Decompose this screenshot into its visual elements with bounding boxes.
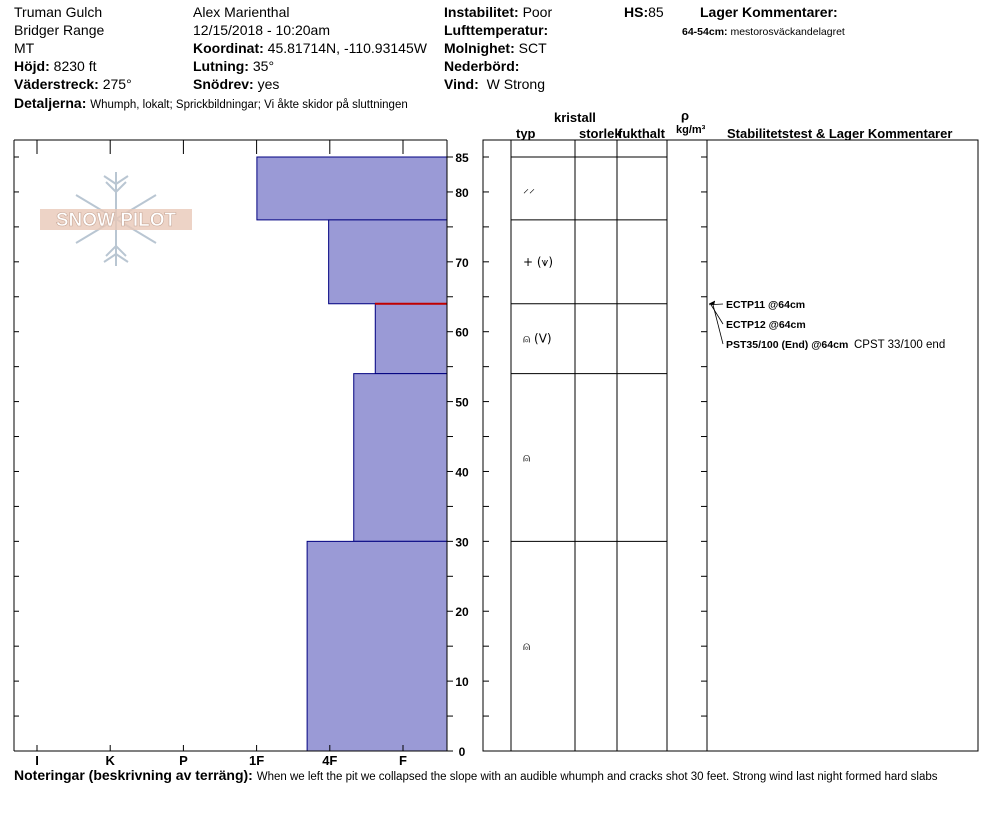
details-value: Whumph, lokalt; Sprickbildningar; Vi åkt… bbox=[90, 99, 408, 111]
col-density-unit: kg/m³ bbox=[676, 124, 706, 136]
layer-comment-range: 64-54cm: bbox=[682, 26, 728, 38]
test-leader-2 bbox=[712, 304, 724, 345]
depth-label-40: 40 bbox=[455, 465, 469, 479]
precip: Nederbörd: bbox=[444, 58, 519, 74]
drift-label: Snödrev: bbox=[193, 76, 254, 92]
slope: Lutning: 35° bbox=[193, 58, 274, 74]
elevation: Höjd: 8230 ft bbox=[14, 58, 96, 74]
state: MT bbox=[14, 40, 35, 56]
stability-label: Instabilitet: bbox=[444, 4, 519, 20]
coord-label: Koordinat: bbox=[193, 40, 264, 56]
details: Detaljerna: Whumph, lokalt; Sprickbildni… bbox=[14, 95, 408, 113]
stability-value: Poor bbox=[522, 4, 553, 20]
cloud: Molnighet: SCT bbox=[444, 40, 547, 56]
stability-test-2: PST35/100 (End) @64cm bbox=[726, 339, 848, 351]
slope-label: Lutning: bbox=[193, 58, 249, 74]
wind: Vind: W Strong bbox=[444, 76, 545, 92]
hardness-plot: I K P 1F 4F F 0 10 20 30 40 50 60 70 80 85 bbox=[13, 139, 707, 768]
layer-comment-text: mestorosväckandelagret bbox=[730, 26, 845, 38]
precip-label: Nederbörd: bbox=[444, 58, 520, 74]
layer-comment: 64-54cm: mestorosväckandelagret bbox=[682, 24, 845, 40]
layer-symbol-4: ⍝ bbox=[523, 639, 530, 653]
hardness-bar-2 bbox=[374, 303, 448, 375]
layer-symbol-0: ⸝⸝ bbox=[523, 181, 535, 195]
depth-label-70: 70 bbox=[455, 256, 469, 270]
depth-label-20: 20 bbox=[455, 605, 469, 619]
coordinates: Koordinat: 45.81714N, -110.93145W bbox=[193, 40, 427, 56]
col-moisture: fukthalt bbox=[618, 126, 665, 141]
notes-text: When we left the pit we collapsed the sl… bbox=[256, 771, 938, 783]
drift: Snödrev: yes bbox=[193, 76, 279, 92]
aspect-value: 275° bbox=[102, 76, 132, 92]
test-arrow-2 bbox=[709, 300, 715, 305]
test-leader-1 bbox=[710, 304, 724, 325]
drift-value: yes bbox=[257, 76, 280, 92]
hardness-label-3: 1F bbox=[249, 753, 264, 768]
elevation-label: Höjd: bbox=[14, 58, 50, 74]
hardness-label-5: F bbox=[399, 753, 407, 768]
table-frame bbox=[482, 139, 979, 752]
wind-value: W Strong bbox=[486, 76, 545, 92]
hs: HS:85 bbox=[624, 4, 664, 20]
hs-label: HS: bbox=[624, 4, 649, 20]
col-type: typ bbox=[516, 126, 536, 141]
hardness-bar-1 bbox=[328, 219, 448, 305]
elevation-value: 8230 ft bbox=[53, 58, 97, 74]
hs-value: 85 bbox=[648, 4, 664, 20]
air-temp: Lufttemperatur: bbox=[444, 22, 548, 38]
hardness-bar-0 bbox=[256, 156, 448, 221]
airtemp-label: Lufttemperatur: bbox=[444, 22, 549, 38]
stability: Instabilitet: Poor bbox=[444, 4, 552, 20]
hardness-label-4: 4F bbox=[322, 753, 337, 768]
col-rho: ρ bbox=[681, 108, 690, 123]
datetime: 12/15/2018 - 10:20am bbox=[193, 22, 330, 38]
col-stability: Stabilitetstest & Lager Kommentarer bbox=[727, 126, 953, 141]
range: Bridger Range bbox=[14, 22, 105, 38]
observer: Alex Marienthal bbox=[193, 4, 290, 20]
depth-label-10: 10 bbox=[455, 675, 469, 689]
depth-label-80: 80 bbox=[455, 186, 469, 200]
stability-test-0: ECTP11 @64cm bbox=[726, 299, 805, 311]
depth-label-60: 60 bbox=[455, 326, 469, 340]
layer-comments-title: Lager Kommentarer: bbox=[700, 4, 838, 20]
col-crystal: kristall bbox=[554, 110, 596, 125]
hardness-label-2: P bbox=[179, 753, 188, 768]
depth-label-50: 50 bbox=[455, 396, 469, 410]
layer-symbol-2: ⍝ (V) bbox=[523, 332, 552, 346]
cloud-label: Molnighet: bbox=[444, 40, 515, 56]
notes: Noteringar (beskrivning av terräng): Whe… bbox=[14, 767, 938, 785]
cloud-value: SCT bbox=[518, 40, 547, 56]
depth-label-0: 0 bbox=[459, 745, 466, 759]
aspect: Väderstreck: 275° bbox=[14, 76, 132, 92]
slope-value: 35° bbox=[252, 58, 275, 74]
layer-symbol-1: + (⩛) bbox=[523, 255, 553, 269]
stability-test-extra-2: CPST 33/100 end bbox=[854, 339, 945, 351]
location: Truman Gulch bbox=[14, 4, 103, 20]
stability-test-1: ECTP12 @64cm bbox=[726, 319, 806, 331]
col-size: storlek bbox=[579, 126, 622, 141]
coord-value: 45.81714N, -110.93145W bbox=[267, 40, 427, 56]
hardness-label-0: I bbox=[35, 753, 39, 768]
notes-label: Noteringar (beskrivning av terräng): bbox=[14, 767, 253, 783]
layer-symbol-3: ⍝ bbox=[523, 450, 530, 464]
hardness-label-1: K bbox=[106, 753, 116, 768]
aspect-label: Väderstreck: bbox=[14, 76, 99, 92]
depth-label-30: 30 bbox=[455, 535, 469, 549]
hardness-bar-4 bbox=[306, 540, 448, 752]
details-label: Detaljerna: bbox=[14, 95, 87, 111]
hardness-bar-3 bbox=[353, 373, 448, 542]
layer-table: ⸝⸝ + (⩛) ⍝ (V) ⍝ ⍝ ECTP11 @64cm ECTP12 @64cm PS… bbox=[482, 139, 979, 752]
wind-label: Vind: bbox=[444, 76, 479, 92]
depth-label-85: 85 bbox=[455, 151, 469, 165]
